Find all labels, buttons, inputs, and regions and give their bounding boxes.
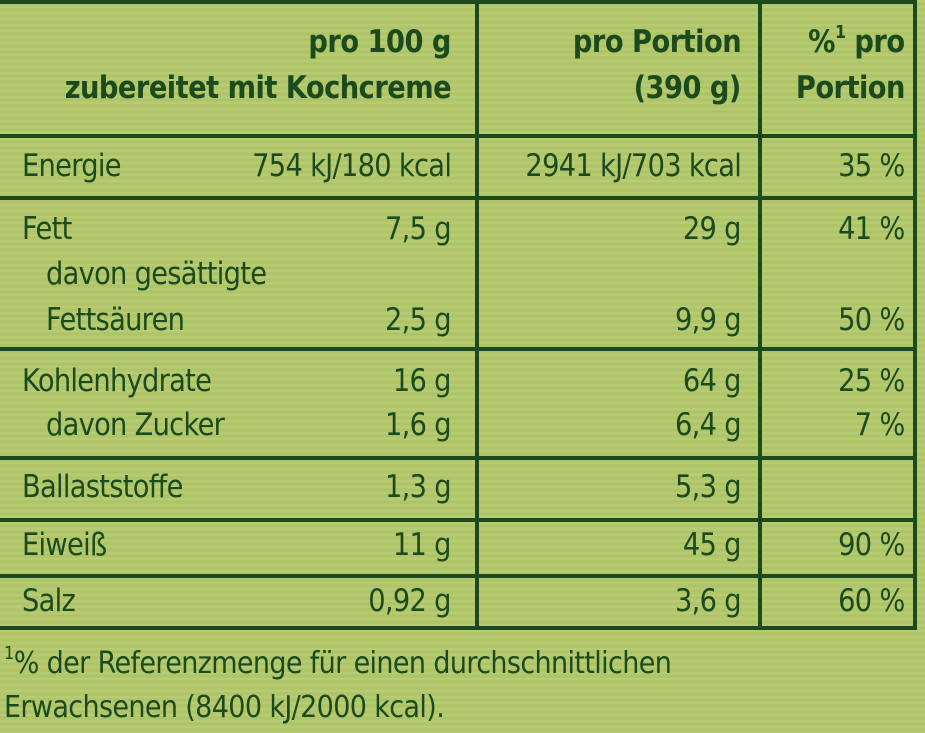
row-divider-eiweiss [0, 574, 917, 578]
footnote-line2: Erwachsenen (8400 kJ/2000 kcal). [4, 690, 445, 725]
row-ballaststoffe-label: Ballaststoffe [22, 469, 183, 505]
header-reference-line1: %1 pro [808, 24, 906, 60]
row-gesaettigte-portion: 9,9 g [675, 302, 742, 338]
row-zucker-per100: 1,6 g [385, 407, 452, 443]
header-per100-line2: zubereitet mit Kochcreme [64, 70, 452, 106]
header-reference-percent: % [808, 24, 836, 60]
row-salz-label: Salz [22, 583, 76, 619]
header-portion-line1: pro Portion [572, 24, 742, 60]
row-fett-portion: 29 g [683, 211, 742, 247]
row-energie-portion: 2941 kJ/703 kcal [525, 148, 741, 184]
row-gesaettigte-label-line1: davon gesättigte [46, 256, 267, 292]
row-salz-ref: 60 % [838, 583, 906, 619]
row-eiweiss-portion: 45 g [683, 527, 742, 563]
row-salz-per100: 0,92 g [368, 583, 451, 619]
footnote-mark: 1 [4, 643, 14, 664]
column-divider-1 [475, 4, 479, 630]
row-divider-header [0, 134, 917, 138]
row-zucker-ref: 7 % [855, 407, 906, 443]
row-eiweiss-per100: 11 g [393, 527, 452, 563]
header-reference-line2: Portion [795, 70, 906, 106]
row-divider-ballaststoffe [0, 518, 917, 522]
row-fett-per100: 7,5 g [385, 211, 452, 247]
footnote-text-line1: % der Referenzmenge für einen durchschni… [13, 646, 672, 681]
row-energie-per100: 754 kJ/180 kcal [251, 148, 452, 184]
row-gesaettigte-per100: 2,5 g [385, 302, 452, 338]
header-per100-line1: pro 100 g [308, 24, 452, 60]
footnote-line1: 1% der Referenzmenge für einen durchschn… [4, 645, 672, 681]
row-ballaststoffe-portion: 5,3 g [675, 469, 742, 505]
row-fett-ref: 41 % [838, 211, 906, 247]
row-gesaettigte-label-line2: Fettsäuren [46, 302, 185, 338]
nutrition-table [0, 0, 917, 630]
row-eiweiss-ref: 90 % [838, 527, 906, 563]
row-zucker-label: davon Zucker [46, 407, 225, 443]
header-reference-footnote-mark: 1 [835, 22, 846, 43]
row-divider-fett [0, 347, 917, 351]
row-kohlenhydrate-label: Kohlenhydrate [22, 363, 212, 399]
row-kohlenhydrate-ref: 25 % [838, 363, 906, 399]
row-energie-label: Energie [22, 148, 122, 184]
row-zucker-portion: 6,4 g [675, 407, 742, 443]
row-fett-label: Fett [22, 211, 72, 247]
row-kohlenhydrate-per100: 16 g [393, 363, 452, 399]
row-kohlenhydrate-portion: 64 g [683, 363, 742, 399]
row-gesaettigte-ref: 50 % [838, 302, 906, 338]
header-reference-pro: pro [845, 24, 906, 60]
row-ballaststoffe-per100: 1,3 g [385, 469, 452, 505]
column-divider-2 [758, 4, 762, 630]
row-salz-portion: 3,6 g [675, 583, 742, 619]
header-portion-line2: (390 g) [633, 70, 742, 106]
row-divider-energie [0, 196, 917, 200]
row-divider-kohlenhydrate [0, 456, 917, 460]
row-energie-ref: 35 % [838, 148, 906, 184]
row-eiweiss-label: Eiweiß [22, 527, 107, 563]
